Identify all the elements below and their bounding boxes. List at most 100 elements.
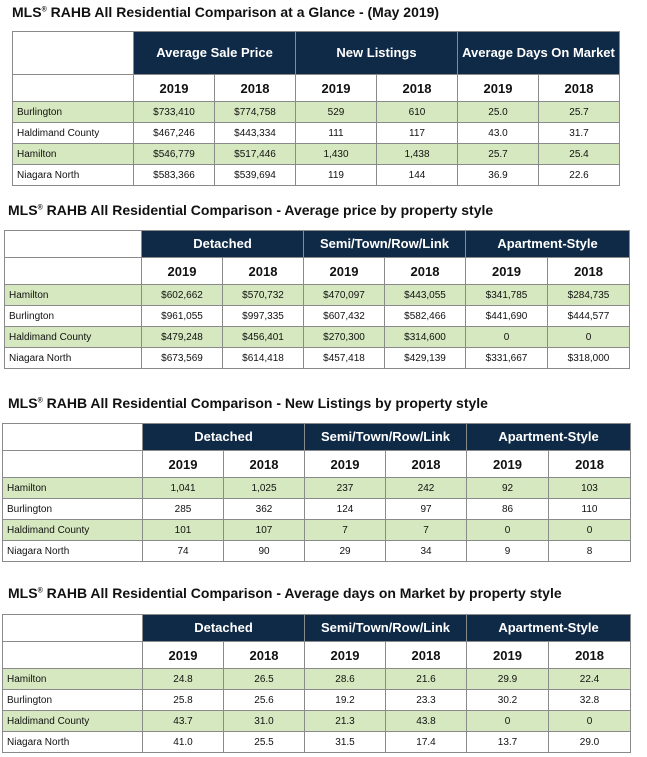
row-label: Niagara North: [2, 731, 143, 753]
section-2-title: MLS® RAHB All Residential Comparison - A…: [8, 202, 494, 218]
data-cell: $582,466: [383, 305, 467, 327]
row-label: Haldimand County: [2, 519, 143, 541]
year-header: 2018: [548, 450, 632, 478]
data-cell: 124: [304, 498, 386, 520]
year-header: 2018: [548, 641, 632, 669]
group-header: Detached: [141, 230, 304, 258]
data-cell: 1,041: [142, 477, 224, 499]
data-cell: 7: [384, 519, 468, 541]
row-label: Burlington: [4, 305, 142, 327]
corner-cell: [12, 31, 134, 75]
corner-cell: [2, 614, 143, 642]
year-header: 2018: [376, 74, 458, 102]
row-label: Niagara North: [2, 540, 143, 562]
data-cell: $318,000: [547, 347, 631, 369]
price-by-style-table: Detached Semi/Town/Row/Link Apartment-St…: [4, 230, 631, 369]
data-cell: 97: [384, 498, 468, 520]
corner-cell: [12, 74, 134, 102]
data-cell: 0: [466, 710, 550, 732]
data-cell: 285: [142, 498, 224, 520]
data-cell: $457,418: [303, 347, 385, 369]
data-cell: $429,139: [383, 347, 467, 369]
data-cell: 22.4: [548, 668, 632, 690]
data-cell: 237: [304, 477, 386, 499]
data-cell: $583,366: [133, 164, 215, 186]
year-header: 2019: [457, 74, 539, 102]
year-header: 2018: [223, 450, 305, 478]
data-cell: 117: [376, 122, 458, 144]
data-cell: 144: [376, 164, 458, 186]
data-cell: $331,667: [465, 347, 549, 369]
data-cell: $270,300: [303, 326, 385, 348]
data-cell: $517,446: [214, 143, 296, 165]
data-cell: $774,758: [214, 101, 296, 123]
year-header: 2018: [223, 641, 305, 669]
data-cell: 90: [223, 540, 305, 562]
data-cell: 26.5: [223, 668, 305, 690]
data-cell: 21.6: [384, 668, 468, 690]
year-header: 2019: [466, 641, 550, 669]
data-cell: 29.9: [466, 668, 550, 690]
year-header: 2019: [466, 450, 550, 478]
table-row: Burlington $733,410 $774,758 529 610 25.…: [12, 101, 621, 123]
data-cell: 0: [547, 326, 631, 348]
year-header: 2018: [214, 74, 296, 102]
days-by-style-table: Detached Semi/Town/Row/Link Apartment-St…: [2, 614, 632, 753]
data-cell: 74: [142, 540, 224, 562]
data-cell: $470,097: [303, 284, 385, 306]
year-header: 2019: [142, 641, 224, 669]
data-cell: 23.3: [384, 689, 468, 711]
corner-cell: [4, 257, 142, 285]
data-cell: 17.4: [384, 731, 468, 753]
year-header: 2018: [384, 641, 468, 669]
row-label: Burlington: [12, 101, 134, 123]
data-cell: $961,055: [141, 305, 223, 327]
data-cell: 25.7: [457, 143, 539, 165]
data-cell: 362: [223, 498, 305, 520]
data-cell: 29: [304, 540, 386, 562]
data-cell: $607,432: [303, 305, 385, 327]
table-row: Haldimand County 101 107 7 7 0 0: [2, 519, 632, 541]
data-cell: 7: [304, 519, 386, 541]
data-cell: 21.3: [304, 710, 386, 732]
table-row: Niagara North 74 90 29 34 9 8: [2, 540, 632, 562]
data-cell: 43.7: [142, 710, 224, 732]
table-row: Hamilton $602,662 $570,732 $470,097 $443…: [4, 284, 631, 306]
data-cell: $444,577: [547, 305, 631, 327]
data-cell: $570,732: [222, 284, 304, 306]
data-cell: 31.0: [223, 710, 305, 732]
data-cell: $314,600: [383, 326, 467, 348]
data-cell: 28.6: [304, 668, 386, 690]
data-cell: 1,438: [376, 143, 458, 165]
data-cell: 43.0: [457, 122, 539, 144]
group-header: Average Days On Market: [456, 31, 621, 75]
data-cell: $546,779: [133, 143, 215, 165]
data-cell: 31.5: [304, 731, 386, 753]
data-cell: 0: [548, 710, 632, 732]
table-row: Haldimand County $479,248 $456,401 $270,…: [4, 326, 631, 348]
data-cell: $467,246: [133, 122, 215, 144]
year-header: 2018: [547, 257, 631, 285]
data-cell: 22.6: [537, 164, 621, 186]
section-4-title: MLS® RAHB All Residential Comparison - A…: [8, 585, 562, 601]
group-header: Semi/Town/Row/Link: [302, 230, 467, 258]
data-cell: 30.2: [466, 689, 550, 711]
data-cell: 92: [466, 477, 550, 499]
data-cell: $539,694: [214, 164, 296, 186]
group-header: Detached: [142, 614, 305, 642]
data-cell: $602,662: [141, 284, 223, 306]
year-header: 2019: [304, 450, 386, 478]
corner-cell: [2, 423, 143, 451]
data-cell: 25.5: [223, 731, 305, 753]
year-header: 2018: [383, 257, 467, 285]
corner-cell: [4, 230, 142, 258]
table-row: Niagara North $673,569 $614,418 $457,418…: [4, 347, 631, 369]
table-row: Hamilton 24.8 26.5 28.6 21.6 29.9 22.4: [2, 668, 632, 690]
group-header: Average Sale Price: [133, 31, 296, 75]
data-cell: 32.8: [548, 689, 632, 711]
section-1-title: MLS® RAHB All Residential Comparison at …: [12, 4, 440, 20]
data-cell: 31.7: [537, 122, 621, 144]
data-cell: 24.8: [142, 668, 224, 690]
year-header: 2019: [465, 257, 549, 285]
data-cell: 0: [465, 326, 549, 348]
